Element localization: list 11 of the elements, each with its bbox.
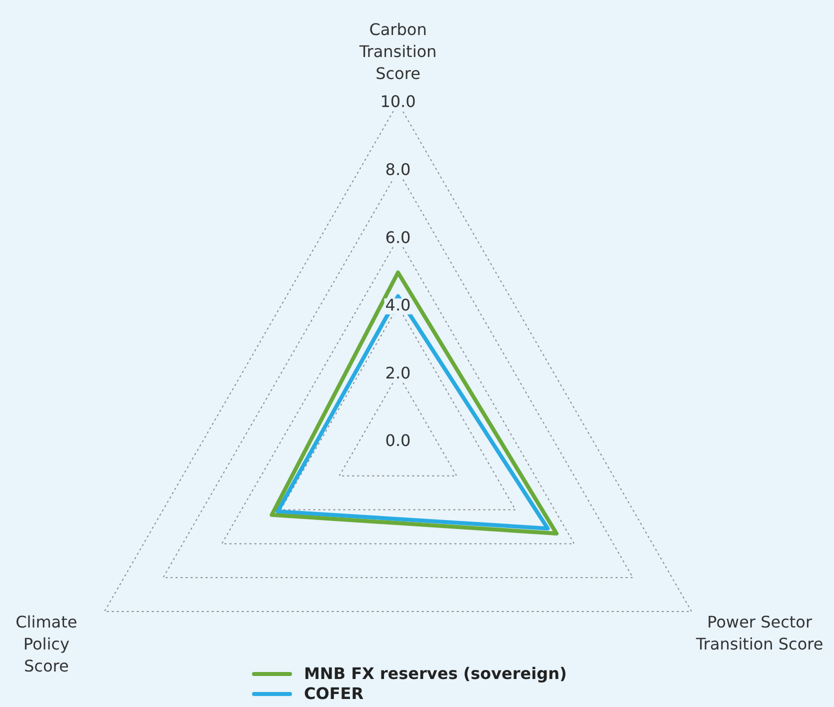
y-tick-label: 2.0 [385,363,411,382]
y-tick-label: 6.0 [385,228,411,247]
y-tick-label: 8.0 [385,160,411,179]
legend-label: MNB FX reserves (sovereign) [304,664,567,684]
y-tick-label: 4.0 [385,296,411,315]
spoke-label: Power Sector Transition Score [694,612,824,654]
spoke-label: Carbon Transition Score [358,20,437,84]
legend-label: COFER [304,684,364,704]
y-tick-label: 0.0 [385,431,411,450]
y-tick-label: 10.0 [380,92,416,112]
spoke-label: Climate Policy Score [16,612,78,676]
